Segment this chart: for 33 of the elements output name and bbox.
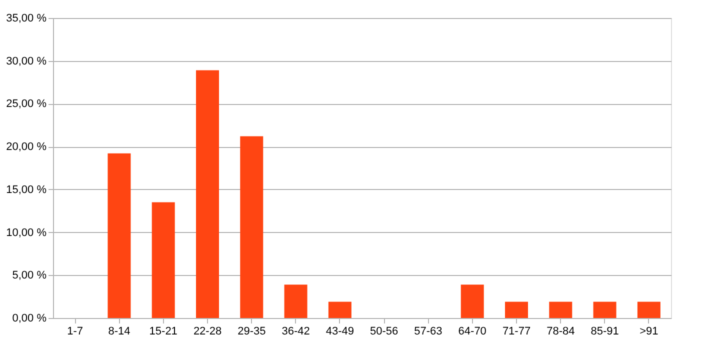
bar <box>549 302 572 318</box>
bar <box>284 284 308 318</box>
bar <box>152 202 175 318</box>
bar <box>196 70 219 318</box>
x-tick-label: 22-28 <box>193 326 222 338</box>
x-tick-label: 78-84 <box>546 326 575 338</box>
x-tick-label: 15-21 <box>149 326 178 338</box>
y-tick-label: 15,00 % <box>6 184 47 196</box>
y-tick-label: 5,00 % <box>12 270 47 282</box>
x-tick-label: 8-14 <box>108 326 130 338</box>
y-tick-label: 30,00 % <box>6 55 47 68</box>
x-tick-label: 64-70 <box>458 326 486 338</box>
bar <box>505 302 528 318</box>
y-tick-label: 10,00 % <box>6 226 47 239</box>
x-tick-label: 71-77 <box>502 326 531 338</box>
x-tick-label: 36-42 <box>282 326 310 338</box>
bar <box>593 302 616 318</box>
x-tick-label: 29-35 <box>238 326 266 338</box>
y-tick-label: 25,00 % <box>6 98 47 110</box>
x-tick-label: >91 <box>640 326 658 338</box>
y-tick-label: 20,00 % <box>6 141 47 154</box>
y-tick-label: 0,00 % <box>12 312 47 324</box>
x-tick-label: 85-91 <box>590 326 619 338</box>
y-tick-label: 35,00 % <box>6 12 47 24</box>
bar <box>328 302 352 318</box>
x-tick-label: 50-56 <box>370 326 398 338</box>
bar <box>460 284 484 318</box>
bar <box>637 302 660 318</box>
x-tick-label: 43-49 <box>326 326 354 338</box>
bar <box>108 153 131 318</box>
x-tick-label: 57-63 <box>414 326 442 338</box>
bar <box>240 136 264 318</box>
x-tick-label: 1-7 <box>67 326 84 338</box>
